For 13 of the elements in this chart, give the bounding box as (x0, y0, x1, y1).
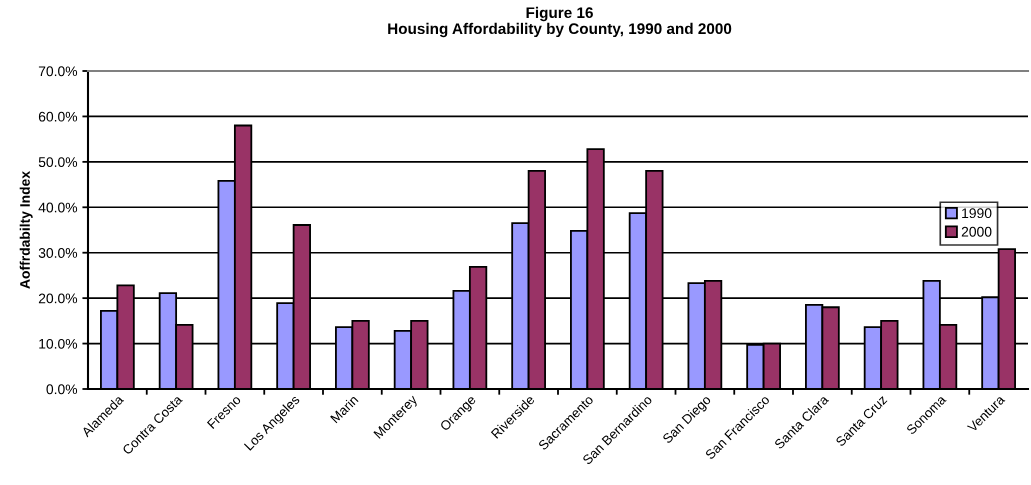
y-tick-label: 60.0% (38, 111, 78, 122)
legend-label: 1990 (962, 208, 992, 219)
chart-subtitle: Housing Affordability by County, 1990 and 2000 (388, 22, 732, 38)
y-tick-label: 40.0% (38, 202, 78, 213)
y-tick-label: 0.0% (46, 384, 78, 395)
y-tick-label: 30.0% (38, 248, 78, 258)
chart-title: Figure 16 (526, 6, 593, 22)
y-tick-label: 70.0% (38, 66, 78, 77)
legend-label: 2000 (961, 226, 992, 237)
y-tick-label: 50.0% (38, 157, 78, 168)
y-axis-title: Aoffrdabilty Index (19, 171, 33, 289)
y-tick-label: 20.0% (38, 293, 78, 304)
y-tick-label: 10.0% (39, 338, 78, 349)
